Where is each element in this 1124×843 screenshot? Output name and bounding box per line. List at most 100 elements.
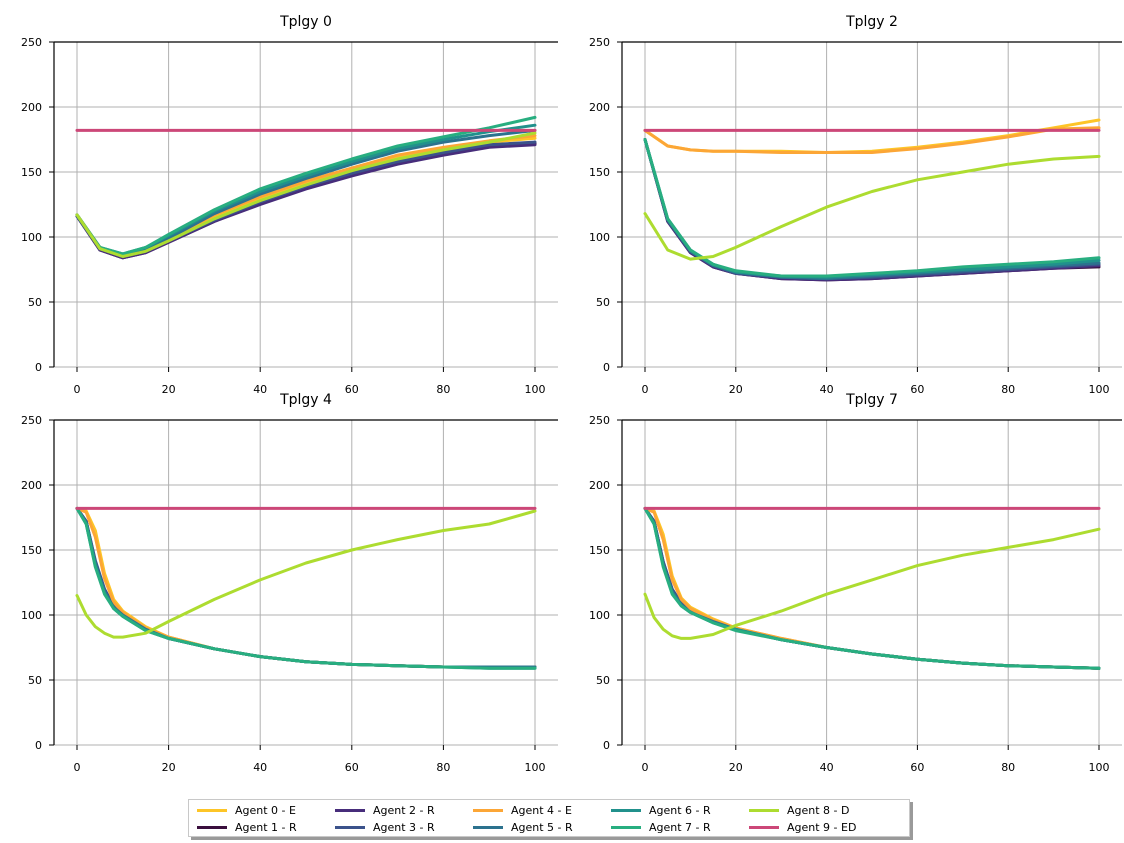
x-tick-label: 100 <box>525 761 546 774</box>
series-line-agent-2-r <box>75 143 537 260</box>
legend-label: Agent 5 - R <box>511 820 573 834</box>
legend-item: Agent 1 - R <box>197 818 297 836</box>
x-tick-label: 40 <box>820 761 834 774</box>
series-line-agent-3-r <box>643 506 1101 670</box>
legend-label: Agent 2 - R <box>373 803 435 817</box>
x-tick-label: 80 <box>436 761 450 774</box>
series-line-agent-5-r <box>643 506 1101 670</box>
legend-item: Agent 8 - D <box>749 801 850 819</box>
y-tick-label: 150 <box>589 544 610 557</box>
panel-1: 0 20 40 60 80 100 0 50 100 150 200 250 Tplgy 2 <box>589 14 1122 396</box>
legend-item: Agent 7 - R <box>611 818 711 836</box>
series-line-agent-4-e <box>643 126 1101 154</box>
legend-item: Agent 3 - R <box>335 818 435 836</box>
x-tick-label: 0 <box>74 383 81 396</box>
x-tick-label: 0 <box>642 761 649 774</box>
y-tick-label: 100 <box>21 231 42 244</box>
y-tick-label: 0 <box>35 739 42 752</box>
series-line-agent-4-e <box>75 506 537 669</box>
legend-swatch <box>197 808 227 812</box>
series-line-agent-7-r <box>75 115 537 256</box>
y-tick-label: 50 <box>596 674 610 687</box>
legend-swatch <box>473 808 503 812</box>
series-line-agent-1-r <box>75 141 537 260</box>
y-tick-label: 0 <box>35 361 42 374</box>
legend-label: Agent 9 - ED <box>787 820 857 834</box>
y-tick-label: 200 <box>21 101 42 114</box>
legend-label: Agent 6 - R <box>649 803 711 817</box>
legend-swatch <box>197 825 227 829</box>
x-tick-label: 40 <box>253 383 267 396</box>
x-tick-label: 60 <box>345 383 359 396</box>
x-tick-label: 40 <box>820 383 834 396</box>
y-tick-label: 100 <box>589 609 610 622</box>
series-line-agent-0-e <box>643 506 1101 670</box>
y-tick-label: 150 <box>21 166 42 179</box>
y-tick-label: 0 <box>603 739 610 752</box>
y-tick-label: 250 <box>589 414 610 427</box>
x-tick-label: 0 <box>642 383 649 396</box>
legend-label: Agent 7 - R <box>649 820 711 834</box>
legend-item: Agent 0 - E <box>197 801 296 819</box>
y-tick-label: 50 <box>596 296 610 309</box>
series-line-agent-2-r <box>75 506 537 669</box>
y-tick-label: 200 <box>21 479 42 492</box>
series-line-agent-0-e <box>75 136 537 257</box>
y-tick-label: 200 <box>589 101 610 114</box>
series-line-agent-7-r <box>643 506 1101 670</box>
x-tick-label: 20 <box>729 761 743 774</box>
y-tick-label: 250 <box>21 36 42 49</box>
series-line-agent-3-r <box>75 140 537 258</box>
x-tick-label: 80 <box>1001 761 1015 774</box>
series-line-agent-6-r <box>643 506 1101 670</box>
legend-label: Agent 1 - R <box>235 820 297 834</box>
x-tick-label: 100 <box>525 383 546 396</box>
legend-swatch <box>611 808 641 812</box>
series-line-agent-1-r <box>643 506 1101 670</box>
legend-swatch <box>335 808 365 812</box>
x-tick-label: 80 <box>1001 383 1015 396</box>
panel-title: Tplgy 2 <box>845 14 898 30</box>
x-tick-label: 60 <box>910 761 924 774</box>
x-tick-label: 0 <box>74 761 81 774</box>
legend-label: Agent 3 - R <box>373 820 435 834</box>
x-tick-label: 20 <box>162 761 176 774</box>
panel-title: Tplgy 4 <box>279 392 332 408</box>
y-tick-label: 50 <box>28 674 42 687</box>
panel-3: 0 20 40 60 80 100 0 50 100 150 200 250 Tplgy 7 <box>589 392 1122 774</box>
series-line-agent-8-d <box>643 154 1101 261</box>
y-tick-label: 250 <box>21 414 42 427</box>
y-tick-label: 100 <box>21 609 42 622</box>
legend-swatch <box>749 808 779 812</box>
series-line-agent-8-d <box>643 527 1101 640</box>
series-line-agent-2-r <box>643 506 1101 670</box>
legend-swatch <box>473 825 503 829</box>
series-line-agent-7-r <box>75 506 537 670</box>
legend-swatch <box>749 825 779 829</box>
legend-item: Agent 9 - ED <box>749 818 856 836</box>
y-tick-label: 250 <box>589 36 610 49</box>
y-tick-label: 150 <box>589 166 610 179</box>
series-line-agent-5-r <box>75 506 537 669</box>
panel-0: 0 20 40 60 80 100 0 50 100 150 200 250 Tplgy 0 <box>21 14 558 396</box>
series-line-agent-1-r <box>75 506 537 669</box>
legend-label: Agent 0 - E <box>235 803 296 817</box>
x-tick-label: 60 <box>345 761 359 774</box>
panel-2: 0 20 40 60 80 100 0 50 100 150 200 250 Tplgy 4 <box>21 392 558 774</box>
x-tick-label: 20 <box>729 383 743 396</box>
y-tick-label: 150 <box>21 544 42 557</box>
y-tick-label: 50 <box>28 296 42 309</box>
y-tick-label: 100 <box>589 231 610 244</box>
legend-item: Agent 2 - R <box>335 801 435 819</box>
series-line-agent-8-d <box>75 131 537 258</box>
x-tick-label: 60 <box>910 383 924 396</box>
legend-swatch <box>611 825 641 829</box>
legend-item: Agent 5 - R <box>473 818 573 836</box>
x-tick-label: 80 <box>436 383 450 396</box>
y-tick-label: 0 <box>603 361 610 374</box>
legend-item: Agent 4 - E <box>473 801 572 819</box>
x-tick-label: 100 <box>1089 383 1110 396</box>
panel-title: Tplgy 7 <box>845 392 898 408</box>
legend-label: Agent 8 - D <box>787 803 850 817</box>
